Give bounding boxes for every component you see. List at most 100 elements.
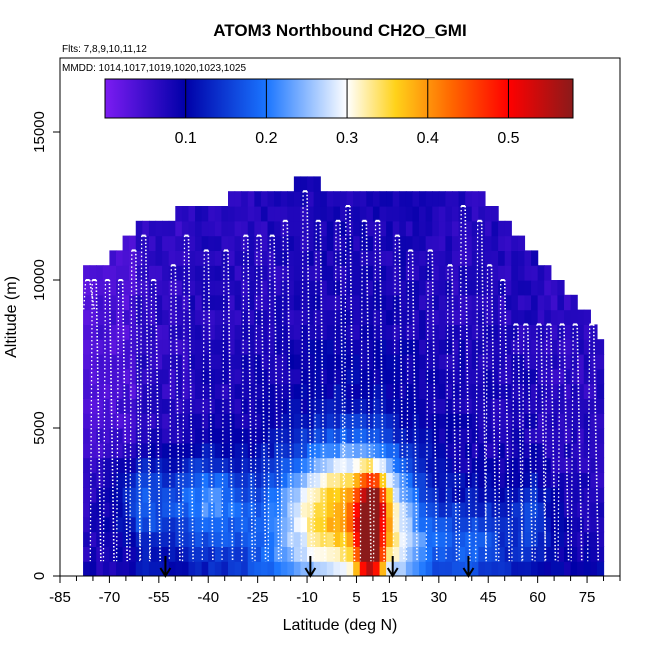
heatmap-cell [366,368,374,385]
heatmap-cell [168,442,176,459]
heatmap-cell [208,368,216,385]
heatmap-cell [392,487,400,503]
heatmap-cell [254,457,262,473]
heatmap-cell [320,339,328,355]
heatmap-cell [412,206,420,222]
heatmap-cell [577,398,585,414]
heatmap-cell [596,368,605,385]
heatmap-cell [155,324,163,340]
heatmap-cell [353,502,361,518]
heatmap-cell [511,457,519,473]
heatmap-cell [524,398,532,414]
heatmap-cell [142,561,150,576]
heatmap-cell [122,250,130,266]
heatmap-cell [399,220,407,237]
heatmap-cell [228,413,236,429]
heatmap-cell [274,398,282,414]
heatmap-cell [570,531,578,547]
heatmap-cell [195,294,203,311]
heatmap-cell [386,339,394,355]
heatmap-cell [412,472,420,488]
heatmap-cell [221,265,229,281]
flight-descent-profile [207,250,214,562]
heatmap-cell [405,472,414,488]
heatmap-cell [425,294,433,311]
heatmap-cell [590,502,598,518]
heatmap-cell [531,398,539,414]
heatmap-cell [583,413,591,429]
heatmap-cell [228,265,236,281]
heatmap-cell [405,516,414,533]
heatmap-cell [359,531,367,547]
heatmap-cell [234,561,242,576]
heatmap-cell [326,472,335,488]
heatmap-cell [89,487,97,503]
heatmap-cell [517,472,526,488]
heatmap-cell [89,457,97,473]
heatmap-cell [405,487,414,503]
heatmap-cell [274,354,282,370]
heatmap-cell [254,339,262,355]
heatmap-cell [307,531,315,547]
heatmap-cell [346,250,354,266]
heatmap-cell [300,176,308,192]
heatmap-cell [260,383,269,399]
heatmap-cell [452,368,460,385]
heatmap-cell [135,546,143,562]
heatmap-cell [155,354,163,370]
heatmap-cell [372,502,381,518]
heatmap-cell [399,354,407,370]
heatmap-cell [458,502,466,518]
heatmap-cell [452,280,460,296]
heatmap-cell [445,546,453,562]
heatmap-cell [333,354,341,370]
heatmap-cell [162,428,170,444]
heatmap-cell [405,191,414,207]
heatmap-cell [175,280,183,296]
heatmap-cell [102,368,111,385]
heatmap-cell [531,265,539,281]
heatmap-cell [425,280,433,296]
heatmap-cell [452,413,460,429]
heatmap-cell [102,472,111,488]
heatmap-cell [491,428,499,444]
heatmap-cell [214,472,223,488]
heatmap-cell [102,487,111,503]
heatmap-cell [544,368,552,385]
heatmap-cell [148,309,157,325]
heatmap-cell [372,442,381,459]
heatmap-cell [307,428,315,444]
heatmap-cell [267,280,275,296]
heatmap-cell [537,442,545,459]
heatmap-cell [260,516,269,533]
heatmap-cell [419,487,427,503]
heatmap-cell [208,220,216,237]
heatmap-cell [583,546,591,562]
heatmap-cell [181,487,190,503]
heatmap-cell [96,294,104,311]
heatmap-cell [221,206,229,222]
heatmap-cell [405,398,414,414]
flight-descent-profile [490,265,497,562]
heatmap-cell [346,339,354,355]
heatmap-cell [135,413,143,429]
heatmap-cell [438,206,447,222]
heatmap-cell [254,442,262,459]
heatmap-cell [438,457,447,473]
heatmap-cell [148,546,157,562]
heatmap-cell [267,531,275,547]
heatmap-cell [386,265,394,281]
heatmap-cell [148,235,157,251]
heatmap-cell [511,516,519,533]
heatmap-cell [531,442,539,459]
heatmap-cell [438,309,447,325]
heatmap-cell [511,502,519,518]
heatmap-cell [412,294,420,311]
heatmap-cell [326,280,335,296]
heatmap-cell [313,516,321,533]
heatmap-cell [412,235,420,251]
heatmap-cell [531,339,539,355]
heatmap-cell [214,265,223,281]
heatmap-cell [564,428,572,444]
heatmap-cell [148,383,157,399]
